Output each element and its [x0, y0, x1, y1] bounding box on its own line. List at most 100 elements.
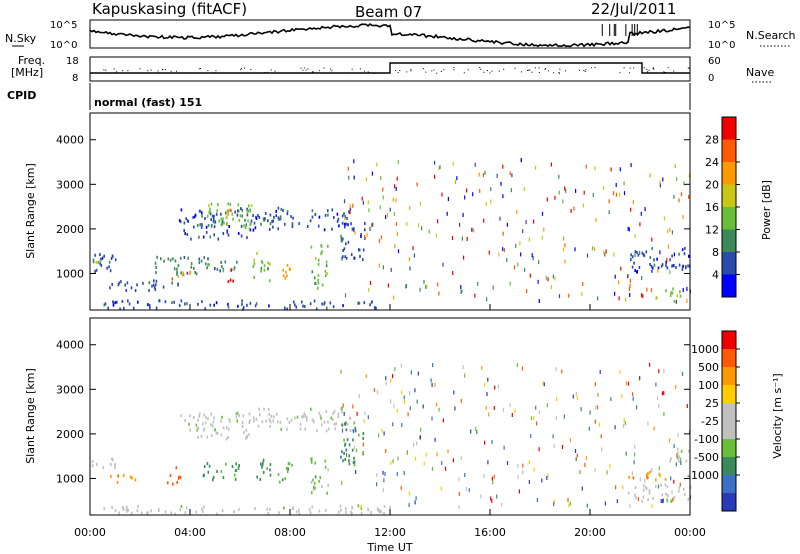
data-cell: [345, 242, 347, 246]
nave-point: [303, 67, 305, 69]
data-cell: [582, 203, 584, 208]
data-cell: [120, 280, 122, 284]
data-cell: [201, 211, 203, 215]
nave-point: [648, 69, 650, 71]
data-cell: [210, 433, 213, 437]
data-cell: [588, 426, 590, 431]
data-cell: [562, 247, 565, 252]
data-cell: [430, 378, 432, 383]
data-cell: [235, 415, 238, 419]
data-cell: [267, 511, 270, 515]
data-cell: [419, 287, 421, 292]
y-tick-label: 4000: [56, 339, 84, 352]
data-cell: [299, 427, 302, 431]
data-cell: [660, 483, 662, 487]
data-cell: [569, 438, 572, 443]
data-cell: [484, 170, 486, 175]
data-cell: [317, 281, 320, 285]
data-cell: [260, 222, 262, 226]
colorbar-swatch: [722, 403, 736, 421]
data-cell: [382, 187, 384, 192]
data-cell: [194, 215, 196, 219]
nave-point: [319, 70, 321, 72]
data-cell: [342, 459, 344, 463]
data-cell: [649, 362, 651, 367]
data-cell: [686, 404, 688, 408]
data-cell: [176, 271, 178, 274]
colorbar-tick-label: -100: [694, 433, 719, 446]
data-cell: [423, 279, 425, 284]
data-cell: [197, 418, 199, 422]
data-cell: [484, 440, 486, 445]
data-cell: [155, 283, 157, 287]
data-cell: [240, 207, 242, 211]
data-cell: [645, 250, 648, 254]
data-cell: [586, 253, 589, 258]
data-cell: [360, 504, 362, 509]
colorbar-swatch: [722, 349, 736, 367]
nave-point: [527, 69, 529, 71]
data-cell: [183, 229, 185, 233]
data-cell: [354, 230, 356, 235]
data-cell: [141, 511, 143, 515]
data-cell: [401, 423, 403, 428]
data-cell: [326, 491, 328, 495]
power-x-ticks: [89, 304, 691, 310]
data-cell: [327, 213, 329, 217]
data-cell: [608, 210, 610, 215]
data-cell: [344, 216, 346, 221]
data-cell: [261, 463, 264, 467]
data-cell: [532, 256, 534, 261]
data-cell: [541, 211, 544, 216]
data-cell: [362, 442, 364, 447]
data-cell: [365, 374, 367, 379]
data-cell: [377, 508, 380, 512]
data-cell: [614, 274, 616, 279]
data-cell: [632, 392, 634, 397]
data-cell: [184, 302, 186, 306]
data-cell: [360, 233, 362, 236]
data-cell: [240, 234, 243, 238]
data-cell: [409, 406, 411, 411]
data-cell: [546, 476, 548, 480]
data-cell: [240, 224, 243, 228]
data-cell: [678, 486, 681, 490]
nave-point: [673, 70, 675, 72]
data-cell: [95, 268, 98, 272]
colorbar-tick-label: -500: [694, 451, 719, 464]
data-cell: [386, 213, 389, 218]
y-tick-label: 1000: [56, 472, 84, 485]
data-cell: [118, 281, 121, 285]
data-cell: [667, 229, 669, 234]
data-cell: [327, 483, 329, 487]
data-cell: [253, 262, 256, 266]
data-cell: [675, 266, 677, 269]
colorbar-tick-label: 16: [705, 201, 719, 214]
nsky-label: N.Sky: [5, 32, 37, 45]
data-cell: [664, 483, 667, 487]
nave-point: [664, 71, 666, 73]
data-cell: [516, 210, 518, 215]
data-cell: [242, 305, 245, 309]
data-cell: [192, 416, 195, 419]
data-cell: [194, 271, 196, 274]
data-cell: [395, 198, 397, 203]
data-cell: [345, 448, 348, 452]
colorbar-tick-label: 12: [705, 224, 719, 237]
data-cell: [238, 219, 241, 222]
data-cell: [222, 476, 225, 480]
data-cell: [432, 363, 434, 368]
nave-point: [113, 68, 115, 70]
data-cell: [649, 173, 651, 178]
data-cell: [509, 171, 511, 176]
cpid-value: normal (fast) 151: [94, 96, 202, 109]
data-cell: [236, 411, 239, 415]
data-cell: [673, 495, 676, 499]
data-cell: [267, 219, 269, 223]
data-cell: [617, 280, 620, 285]
data-cell: [128, 302, 131, 306]
data-cell: [633, 261, 635, 265]
data-cell: [199, 412, 201, 416]
data-cell: [640, 211, 642, 216]
data-cell: [164, 300, 167, 304]
